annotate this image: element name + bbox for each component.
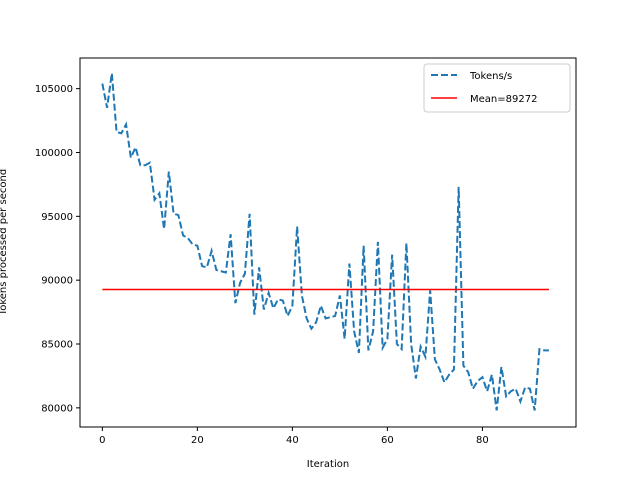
plot-frame [79,57,577,428]
y-tick-label: 100000 [35,148,73,159]
plot-lines [101,73,549,411]
x-axis-label: Iteration [307,459,349,470]
x-axis-ticks: 0 20 40 60 80 [99,427,489,446]
x-tick-label: 80 [476,435,489,446]
legend-box [423,63,571,113]
x-tick-label: 60 [381,435,394,446]
y-axis-ticks: 80000 85000 90000 95000 100000 105000 [35,84,80,414]
x-tick-label: 0 [99,435,105,446]
legend-label-tokens: Tokens/s [469,71,512,82]
y-tick-label: 95000 [41,212,73,223]
y-tick-label: 90000 [41,276,73,287]
y-tick-label: 85000 [41,340,73,351]
legend-label-mean: Mean=89272 [470,94,537,105]
legend: Tokens/s Mean=89272 [423,63,571,113]
series-line-tokens-per-second [101,73,549,411]
y-axis-label: Tokens processed per second [0,169,9,316]
x-tick-label: 40 [286,435,299,446]
x-tick-label: 20 [191,435,204,446]
y-tick-label: 80000 [41,403,73,414]
y-tick-label: 105000 [35,84,73,95]
